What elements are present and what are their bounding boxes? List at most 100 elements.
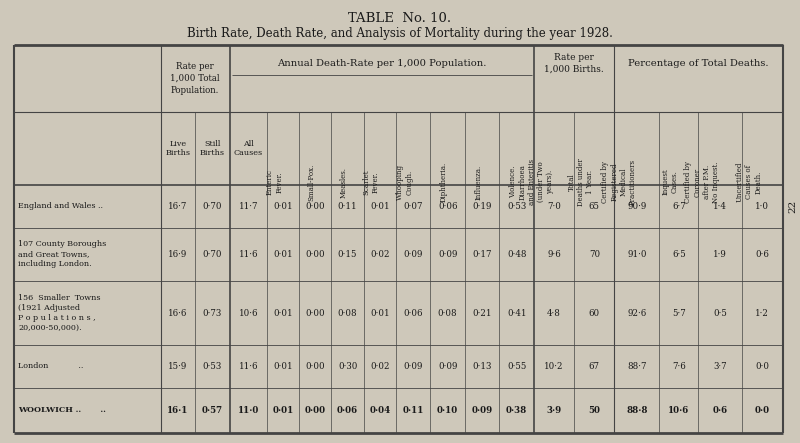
Text: 22: 22 <box>789 200 798 213</box>
Text: 16·6: 16·6 <box>168 309 188 318</box>
Text: 0·10: 0·10 <box>437 406 458 415</box>
Text: 0·00: 0·00 <box>306 362 326 371</box>
Text: 0·08: 0·08 <box>338 309 358 318</box>
Text: 0·00: 0·00 <box>306 202 326 211</box>
Text: 10·2: 10·2 <box>544 362 564 371</box>
Text: 0·17: 0·17 <box>473 250 492 259</box>
Text: 88·8: 88·8 <box>626 406 648 415</box>
Text: 0·6: 0·6 <box>755 250 770 259</box>
Text: 0·41: 0·41 <box>507 309 526 318</box>
Text: London            ..: London .. <box>18 362 83 370</box>
Text: 1·9: 1·9 <box>713 250 727 259</box>
Text: 92·6: 92·6 <box>627 309 646 318</box>
Text: TABLE  No. 10.: TABLE No. 10. <box>349 12 451 24</box>
Text: 60: 60 <box>589 309 600 318</box>
Text: 0·06: 0·06 <box>438 202 458 211</box>
Text: 91·0: 91·0 <box>627 250 646 259</box>
Text: Uncertified
Causes of
Death.: Uncertified Causes of Death. <box>736 162 762 202</box>
Text: 67: 67 <box>589 362 600 371</box>
Text: 11·7: 11·7 <box>238 202 258 211</box>
Text: 5·7: 5·7 <box>672 309 686 318</box>
Text: All
Causes: All Causes <box>234 140 263 157</box>
Text: 11·6: 11·6 <box>238 250 258 259</box>
Text: 156  Smaller  Towns
(1921 Adjusted
P o p u l a t i o n s ,
20,000-50,000).: 156 Smaller Towns (1921 Adjusted P o p u… <box>18 294 101 332</box>
Text: England and Wales ..: England and Wales .. <box>18 202 103 210</box>
Text: 11·6: 11·6 <box>238 362 258 371</box>
Text: Measles.: Measles. <box>339 167 347 198</box>
Text: 0·09: 0·09 <box>472 406 493 415</box>
Text: 0·70: 0·70 <box>202 202 222 211</box>
Text: 0·01: 0·01 <box>274 309 293 318</box>
Text: Still
Births: Still Births <box>200 140 225 157</box>
Text: Small-Pox.: Small-Pox. <box>307 163 315 201</box>
Text: 0·15: 0·15 <box>338 250 358 259</box>
Text: 0·00: 0·00 <box>305 406 326 415</box>
Text: 0·00: 0·00 <box>306 309 326 318</box>
Text: 0·6: 0·6 <box>713 406 727 415</box>
Text: 0·01: 0·01 <box>274 202 293 211</box>
Text: 1·0: 1·0 <box>755 202 770 211</box>
Text: 70: 70 <box>589 250 600 259</box>
Text: 0·0: 0·0 <box>755 362 770 371</box>
Text: 0·13: 0·13 <box>473 362 492 371</box>
Text: 0·01: 0·01 <box>274 250 293 259</box>
Text: 0·02: 0·02 <box>370 362 390 371</box>
Text: Whooping
Cough.: Whooping Cough. <box>396 164 413 200</box>
Text: Inquest
Cases.: Inquest Cases. <box>662 169 679 195</box>
Text: 107 County Boroughs
and Great Towns,
including London.: 107 County Boroughs and Great Towns, inc… <box>18 240 106 268</box>
Text: 0·73: 0·73 <box>203 309 222 318</box>
Text: 65: 65 <box>589 202 600 211</box>
Text: Birth Rate, Death Rate, and Analysis of Mortality during the year 1928.: Birth Rate, Death Rate, and Analysis of … <box>187 27 613 39</box>
Text: Certified by
Registered
Medical
Practitioners: Certified by Registered Medical Practiti… <box>602 159 637 205</box>
Text: 9·6: 9·6 <box>547 250 561 259</box>
Text: Live
Births: Live Births <box>166 140 190 157</box>
Text: 0·09: 0·09 <box>403 362 423 371</box>
Text: 10·6: 10·6 <box>238 309 258 318</box>
Text: 0·5: 0·5 <box>713 309 727 318</box>
Text: Influenza.: Influenza. <box>474 164 482 200</box>
Text: 0·19: 0·19 <box>473 202 492 211</box>
Text: 7·0: 7·0 <box>547 202 561 211</box>
Text: 0·01: 0·01 <box>370 202 390 211</box>
Text: 0·11: 0·11 <box>338 202 358 211</box>
Text: 0·01: 0·01 <box>274 362 293 371</box>
Text: 0·07: 0·07 <box>403 202 423 211</box>
Text: Scarlet
Fever.: Scarlet Fever. <box>362 169 380 195</box>
Text: 16·1: 16·1 <box>167 406 189 415</box>
Text: Percentage of Total Deaths.: Percentage of Total Deaths. <box>629 58 769 67</box>
Text: 0·09: 0·09 <box>438 250 458 259</box>
Text: 0·11: 0·11 <box>402 406 424 415</box>
Text: Certified by
Coroner
after P.M.
No Inquest.: Certified by Coroner after P.M. No Inque… <box>685 161 720 203</box>
Text: 0·21: 0·21 <box>473 309 492 318</box>
Text: Annual Death-Rate per 1,000 Population.: Annual Death-Rate per 1,000 Population. <box>277 58 486 67</box>
Text: 3·7: 3·7 <box>714 362 727 371</box>
Text: 0·01: 0·01 <box>370 309 390 318</box>
Text: 0·38: 0·38 <box>506 406 527 415</box>
Text: 16·7: 16·7 <box>168 202 188 211</box>
Text: 0·06: 0·06 <box>337 406 358 415</box>
Text: 1·2: 1·2 <box>755 309 770 318</box>
Text: 0·09: 0·09 <box>438 362 458 371</box>
Text: 0·53: 0·53 <box>507 202 526 211</box>
Text: 0·04: 0·04 <box>369 406 390 415</box>
Text: 90·9: 90·9 <box>627 202 646 211</box>
Text: 15·9: 15·9 <box>168 362 188 371</box>
Text: 0·55: 0·55 <box>507 362 526 371</box>
Text: Violence.: Violence. <box>509 166 517 198</box>
Text: 10·6: 10·6 <box>668 406 690 415</box>
Text: 0·30: 0·30 <box>338 362 358 371</box>
Text: Rate per
1,000 Births.: Rate per 1,000 Births. <box>544 53 604 74</box>
Text: 7·6: 7·6 <box>672 362 686 371</box>
Text: 0·06: 0·06 <box>403 309 423 318</box>
Text: 11·0: 11·0 <box>238 406 259 415</box>
Text: 16·9: 16·9 <box>168 250 188 259</box>
Text: 0·70: 0·70 <box>202 250 222 259</box>
Text: 6·7: 6·7 <box>672 202 686 211</box>
Text: 0·08: 0·08 <box>438 309 458 318</box>
Text: 88·7: 88·7 <box>627 362 646 371</box>
Text: 0·02: 0·02 <box>370 250 390 259</box>
Text: Rate per
1,000 Total
Population.: Rate per 1,000 Total Population. <box>170 62 220 95</box>
Text: 0·53: 0·53 <box>203 362 222 371</box>
Text: 3·9: 3·9 <box>546 406 562 415</box>
Text: 0·01: 0·01 <box>273 406 294 415</box>
